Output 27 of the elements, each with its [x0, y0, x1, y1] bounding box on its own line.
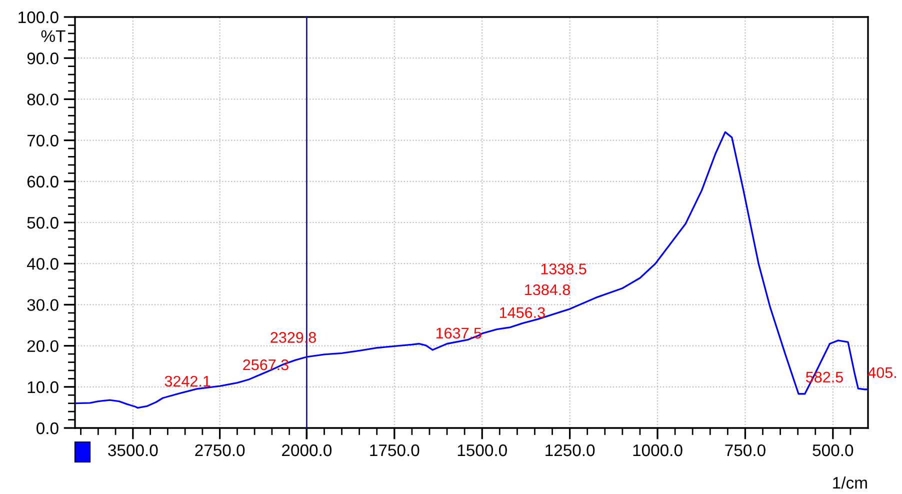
annotation: 1637.5: [436, 328, 482, 339]
x-tick-label: 2000.0: [282, 444, 332, 456]
y-tick-label: 20.0: [27, 340, 58, 352]
x-tick-label: 3500.0: [108, 444, 158, 456]
y-tick-label: 70.0: [27, 134, 58, 147]
y-tick-label: 60.0: [27, 176, 58, 188]
y-tick-label: 90.0: [27, 52, 58, 64]
x-tick-label: 1750.0: [370, 444, 420, 456]
y-tick-label: 80.0: [27, 94, 58, 106]
x-tick-label: 1000.0: [633, 444, 682, 456]
annotation: 1456.3: [500, 307, 545, 318]
y-tick-label: 0.0: [36, 422, 58, 434]
x-tick-label: 500.0: [812, 444, 854, 456]
y-tick-label: 30.0: [27, 299, 58, 311]
y-axis-title: %T: [41, 30, 66, 42]
x-tick-label: 1250.0: [546, 444, 595, 456]
y-tick-label: 100.0: [18, 11, 58, 24]
y-tick-label: 40.0: [26, 258, 58, 270]
y-tick-label: 10.0: [28, 381, 58, 394]
annotation: 3242.1: [164, 376, 210, 387]
y-tick-label: 50.0: [27, 216, 58, 229]
x-tick-label: 1500.0: [458, 444, 507, 456]
annotation: 1384.8: [525, 284, 570, 296]
annotation: 1338.5: [541, 264, 586, 274]
x-tick-label: 2750.0: [195, 444, 245, 456]
x-axis-title: 1/cm: [833, 476, 867, 489]
x-tick-label: 750.0: [725, 444, 766, 456]
